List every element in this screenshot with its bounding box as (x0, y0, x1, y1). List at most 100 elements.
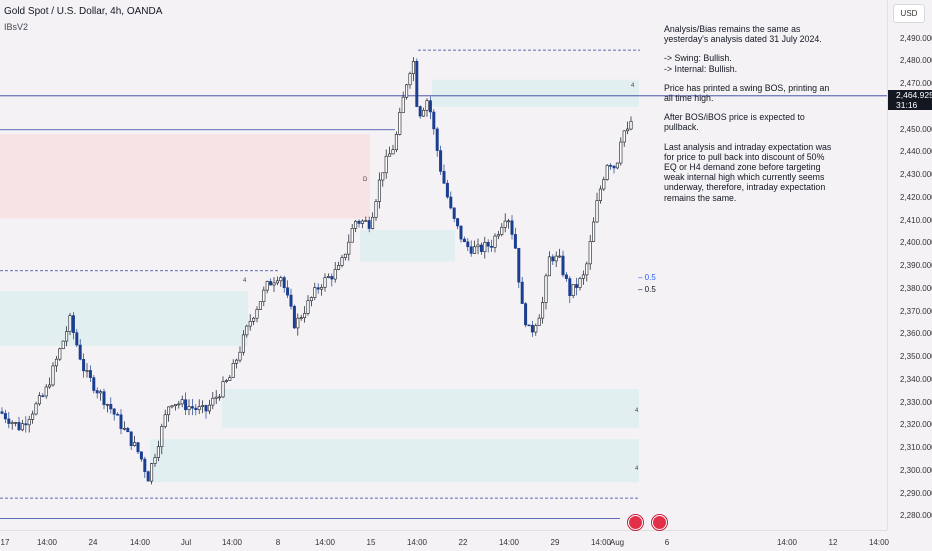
candle-body (218, 396, 222, 399)
zone-marker-label: 4 (635, 466, 639, 472)
candle-body (401, 96, 405, 113)
candle-body (34, 403, 38, 415)
candle-body (102, 391, 106, 405)
candle-body (428, 100, 432, 113)
candle-body (578, 278, 582, 288)
candle-body (211, 397, 215, 406)
demand-zone (360, 229, 455, 262)
candle-body (194, 407, 198, 411)
time-tick-label: 24 (88, 538, 98, 547)
candle-body (534, 325, 538, 333)
candle-body (452, 207, 456, 219)
candle-body (388, 153, 392, 157)
candle-body (364, 220, 368, 222)
price-chart[interactable]: 4 4 4 4 D (0, 0, 887, 530)
candle-body (296, 317, 300, 329)
candle-body (88, 370, 92, 378)
candle-body (3, 413, 7, 420)
candle-body (228, 377, 232, 381)
candle-body (377, 179, 381, 202)
price-tick-label: 2,490.000 (900, 33, 932, 43)
candle-body (122, 427, 126, 430)
current-price-tag: 2,464.925 31:16 (888, 90, 932, 110)
candle-body (306, 300, 310, 314)
candle-body (340, 257, 344, 266)
candle-body (272, 282, 276, 286)
time-tick-label: 22 (458, 538, 468, 547)
fib-label-blue: – 0.5 (638, 273, 656, 282)
candle-body (153, 457, 157, 464)
candle-body (320, 287, 324, 290)
candle-body (20, 423, 24, 431)
time-axis[interactable]: 17 14:00 24 14:00 Jul 14:00 8 14:00 15 14:00 22 14:… (0, 530, 889, 551)
candle-body (275, 280, 279, 284)
note-paragraph: -> Swing: Bullish. -> Internal: Bullish. (664, 53, 738, 74)
candle-body (51, 365, 55, 386)
candle-body (510, 220, 514, 235)
chart-header: Gold Spot / U.S. Dollar, 4h, OANDA IBsV2 (4, 6, 162, 33)
price-tick-label: 2,360.000 (900, 329, 932, 339)
candle-body (537, 317, 541, 326)
candle-body (78, 344, 82, 360)
price-tick-label: 2,390.000 (900, 261, 932, 271)
candle-body (163, 414, 167, 427)
candle-body (367, 220, 371, 229)
time-tick-label: 17 (0, 538, 10, 547)
note-paragraph: Price has printed a swing BOS, printing … (664, 82, 830, 104)
candle-body (598, 188, 602, 201)
zone-marker-label: 4 (635, 408, 639, 414)
candle-body (204, 405, 208, 412)
candle-body (14, 422, 18, 424)
price-tick-label: 2,280.000 (900, 511, 932, 521)
candle-body (85, 370, 89, 372)
us-flag-icon[interactable] (652, 515, 667, 530)
candle-body (517, 247, 521, 283)
candle-body (544, 275, 548, 303)
us-flag-icon[interactable] (628, 515, 643, 530)
currency-button[interactable]: USD (893, 4, 925, 23)
candle-body (184, 399, 188, 411)
candle-body (75, 332, 79, 346)
price-tick-label: 2,410.000 (900, 215, 932, 225)
candle-body (554, 255, 558, 262)
price-tick-label: 2,470.000 (900, 79, 932, 89)
candle-body (303, 313, 307, 319)
time-tick-label: 14:00 (314, 538, 336, 547)
candle-body (255, 309, 259, 319)
candle-body (235, 359, 239, 364)
candle-body (626, 128, 630, 132)
price-tick-label: 2,330.000 (900, 397, 932, 407)
candle-body (581, 274, 585, 279)
candle-body (68, 315, 72, 332)
candle-body (513, 234, 517, 249)
indicator-label[interactable]: IBsV2 (4, 22, 29, 32)
candle-body (490, 245, 494, 248)
candle-body (197, 406, 201, 411)
candle-body (156, 446, 160, 458)
price-tick-label: 2,290.000 (900, 488, 932, 498)
candle-body (456, 218, 460, 227)
candle-body (493, 235, 497, 248)
time-tick-label: 12 (828, 538, 838, 547)
candle-body (622, 130, 626, 143)
candle-body (258, 301, 262, 310)
candle-body (129, 431, 133, 446)
candle-body (109, 404, 113, 410)
price-axis[interactable]: 2,490.0002,480.0002,470.0002,460.0002,45… (887, 0, 932, 530)
candle-body (408, 73, 412, 86)
candle-body (432, 111, 436, 130)
time-tick-label: 14:00 (498, 538, 520, 547)
candle-body (381, 172, 385, 181)
candle-body (568, 278, 572, 296)
candle-body (126, 427, 130, 433)
candle-body (476, 244, 480, 248)
candle-body (180, 399, 184, 405)
price-tick-label: 2,310.000 (900, 443, 932, 453)
candle-body (445, 182, 449, 198)
candle-body (384, 155, 388, 174)
current-price: 2,464.925 (896, 90, 932, 100)
price-tick-label: 2,340.000 (900, 374, 932, 384)
candle-body (449, 196, 453, 209)
symbol-title[interactable]: Gold Spot / U.S. Dollar, 4h, OANDA (4, 6, 163, 17)
candle-body (289, 294, 293, 307)
